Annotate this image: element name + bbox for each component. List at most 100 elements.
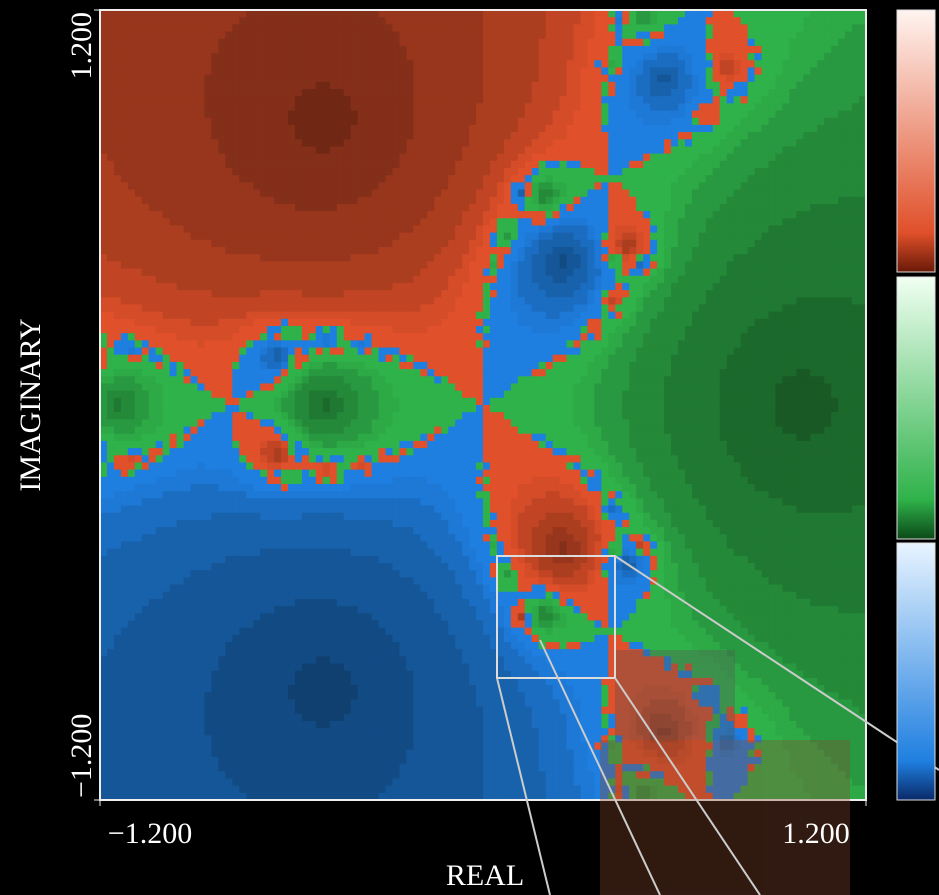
fractal-cell: [817, 203, 825, 212]
fractal-cell: [246, 203, 254, 212]
fractal-cell: [594, 247, 602, 255]
fractal-cell: [329, 17, 338, 25]
fractal-cell: [169, 318, 178, 327]
fractal-cell: [698, 182, 707, 191]
fractal-cell: [211, 326, 219, 334]
fractal-cell: [483, 110, 491, 119]
fractal-cell: [413, 225, 421, 234]
fractal-cell: [127, 304, 136, 313]
fractal-cell: [831, 218, 839, 227]
fractal-cell: [281, 53, 289, 61]
fractal-cell: [169, 146, 178, 155]
fractal-cell: [740, 81, 749, 90]
fractal-cell: [615, 290, 623, 298]
fractal-cell: [684, 38, 693, 47]
fractal-cell: [552, 110, 561, 119]
fractal-cell: [803, 89, 811, 97]
fractal-cell: [510, 160, 519, 169]
fractal-cell: [120, 297, 129, 306]
fractal-cell: [385, 17, 394, 25]
fractal-cell: [838, 110, 846, 119]
fractal-cell: [824, 168, 832, 176]
fractal-cell: [824, 225, 832, 234]
fractal-cell: [399, 282, 407, 291]
fractal-cell: [462, 275, 470, 284]
fractal-cell: [817, 261, 825, 270]
fractal-cell: [294, 168, 303, 176]
fractal-cell: [413, 268, 421, 277]
fractal-cell: [803, 124, 811, 133]
fractal-cell: [322, 268, 331, 277]
fractal-cell: [726, 304, 735, 313]
fractal-cell: [545, 232, 554, 241]
fractal-cell: [496, 168, 505, 176]
fractal-cell: [232, 290, 240, 298]
fractal-cell: [204, 225, 213, 234]
fractal-cell: [517, 74, 526, 83]
fractal-cell: [636, 203, 644, 212]
fractal-cell: [476, 275, 484, 284]
fractal-cell: [622, 67, 630, 76]
fractal-cell: [545, 96, 554, 104]
fractal-cell: [155, 10, 164, 18]
fractal-cell: [852, 239, 860, 248]
fractal-cell: [455, 297, 463, 306]
fractal-cell: [622, 282, 630, 291]
fractal-cell: [134, 247, 143, 255]
fractal-cell: [705, 326, 714, 334]
fractal-cell: [768, 160, 777, 169]
fractal-cell: [559, 168, 568, 176]
fractal-cell: [747, 196, 756, 205]
fractal-cell: [601, 160, 609, 169]
fractal-cell: [768, 110, 777, 119]
fractal-cell: [657, 67, 665, 76]
fractal-cell: [378, 74, 387, 83]
fractal-cell: [155, 282, 164, 291]
fractal-cell: [824, 31, 832, 40]
fractal-cell: [601, 203, 609, 212]
fractal-cell: [615, 232, 623, 241]
fractal-cell: [162, 247, 171, 255]
fractal-cell: [232, 89, 240, 97]
fractal-cell: [378, 247, 387, 255]
fractal-cell: [796, 189, 804, 198]
fractal-cell: [496, 218, 505, 227]
fractal-cell: [615, 31, 623, 40]
fractal-cell: [281, 304, 289, 313]
fractal-cell: [155, 196, 164, 205]
fractal-cell: [810, 239, 818, 248]
fractal-cell: [594, 261, 602, 270]
fractal-cell: [462, 203, 470, 212]
fractal-cell: [253, 268, 261, 277]
fractal-cell: [643, 139, 651, 148]
fractal-cell: [211, 17, 219, 25]
fractal-cell: [671, 132, 679, 140]
fractal-cell: [239, 225, 247, 234]
fractal-cell: [190, 132, 199, 140]
fractal-cell: [754, 110, 763, 119]
fractal-cell: [657, 282, 665, 291]
fractal-cell: [100, 103, 108, 112]
fractal-cell: [761, 282, 770, 291]
fractal-cell: [657, 232, 665, 241]
fractal-cell: [622, 38, 630, 47]
fractal-cell: [253, 333, 261, 341]
fractal-cell: [838, 45, 846, 54]
fractal-cell: [399, 268, 407, 277]
fractal-cell: [684, 31, 693, 40]
fractal-cell: [671, 31, 679, 40]
fractal-cell: [489, 168, 498, 176]
fractal-cell: [524, 297, 533, 306]
fractal-cell: [538, 160, 547, 169]
fractal-cell: [664, 282, 672, 291]
fractal-cell: [476, 117, 484, 126]
fractal-cell: [671, 247, 679, 255]
fractal-cell: [100, 290, 108, 298]
fractal-cell: [754, 45, 763, 54]
fractal-cell: [740, 311, 749, 320]
fractal-cell: [420, 297, 428, 306]
fractal-cell: [225, 146, 233, 155]
fractal-cell: [378, 189, 387, 198]
fractal-cell: [712, 10, 721, 18]
fractal-cell: [601, 311, 609, 320]
